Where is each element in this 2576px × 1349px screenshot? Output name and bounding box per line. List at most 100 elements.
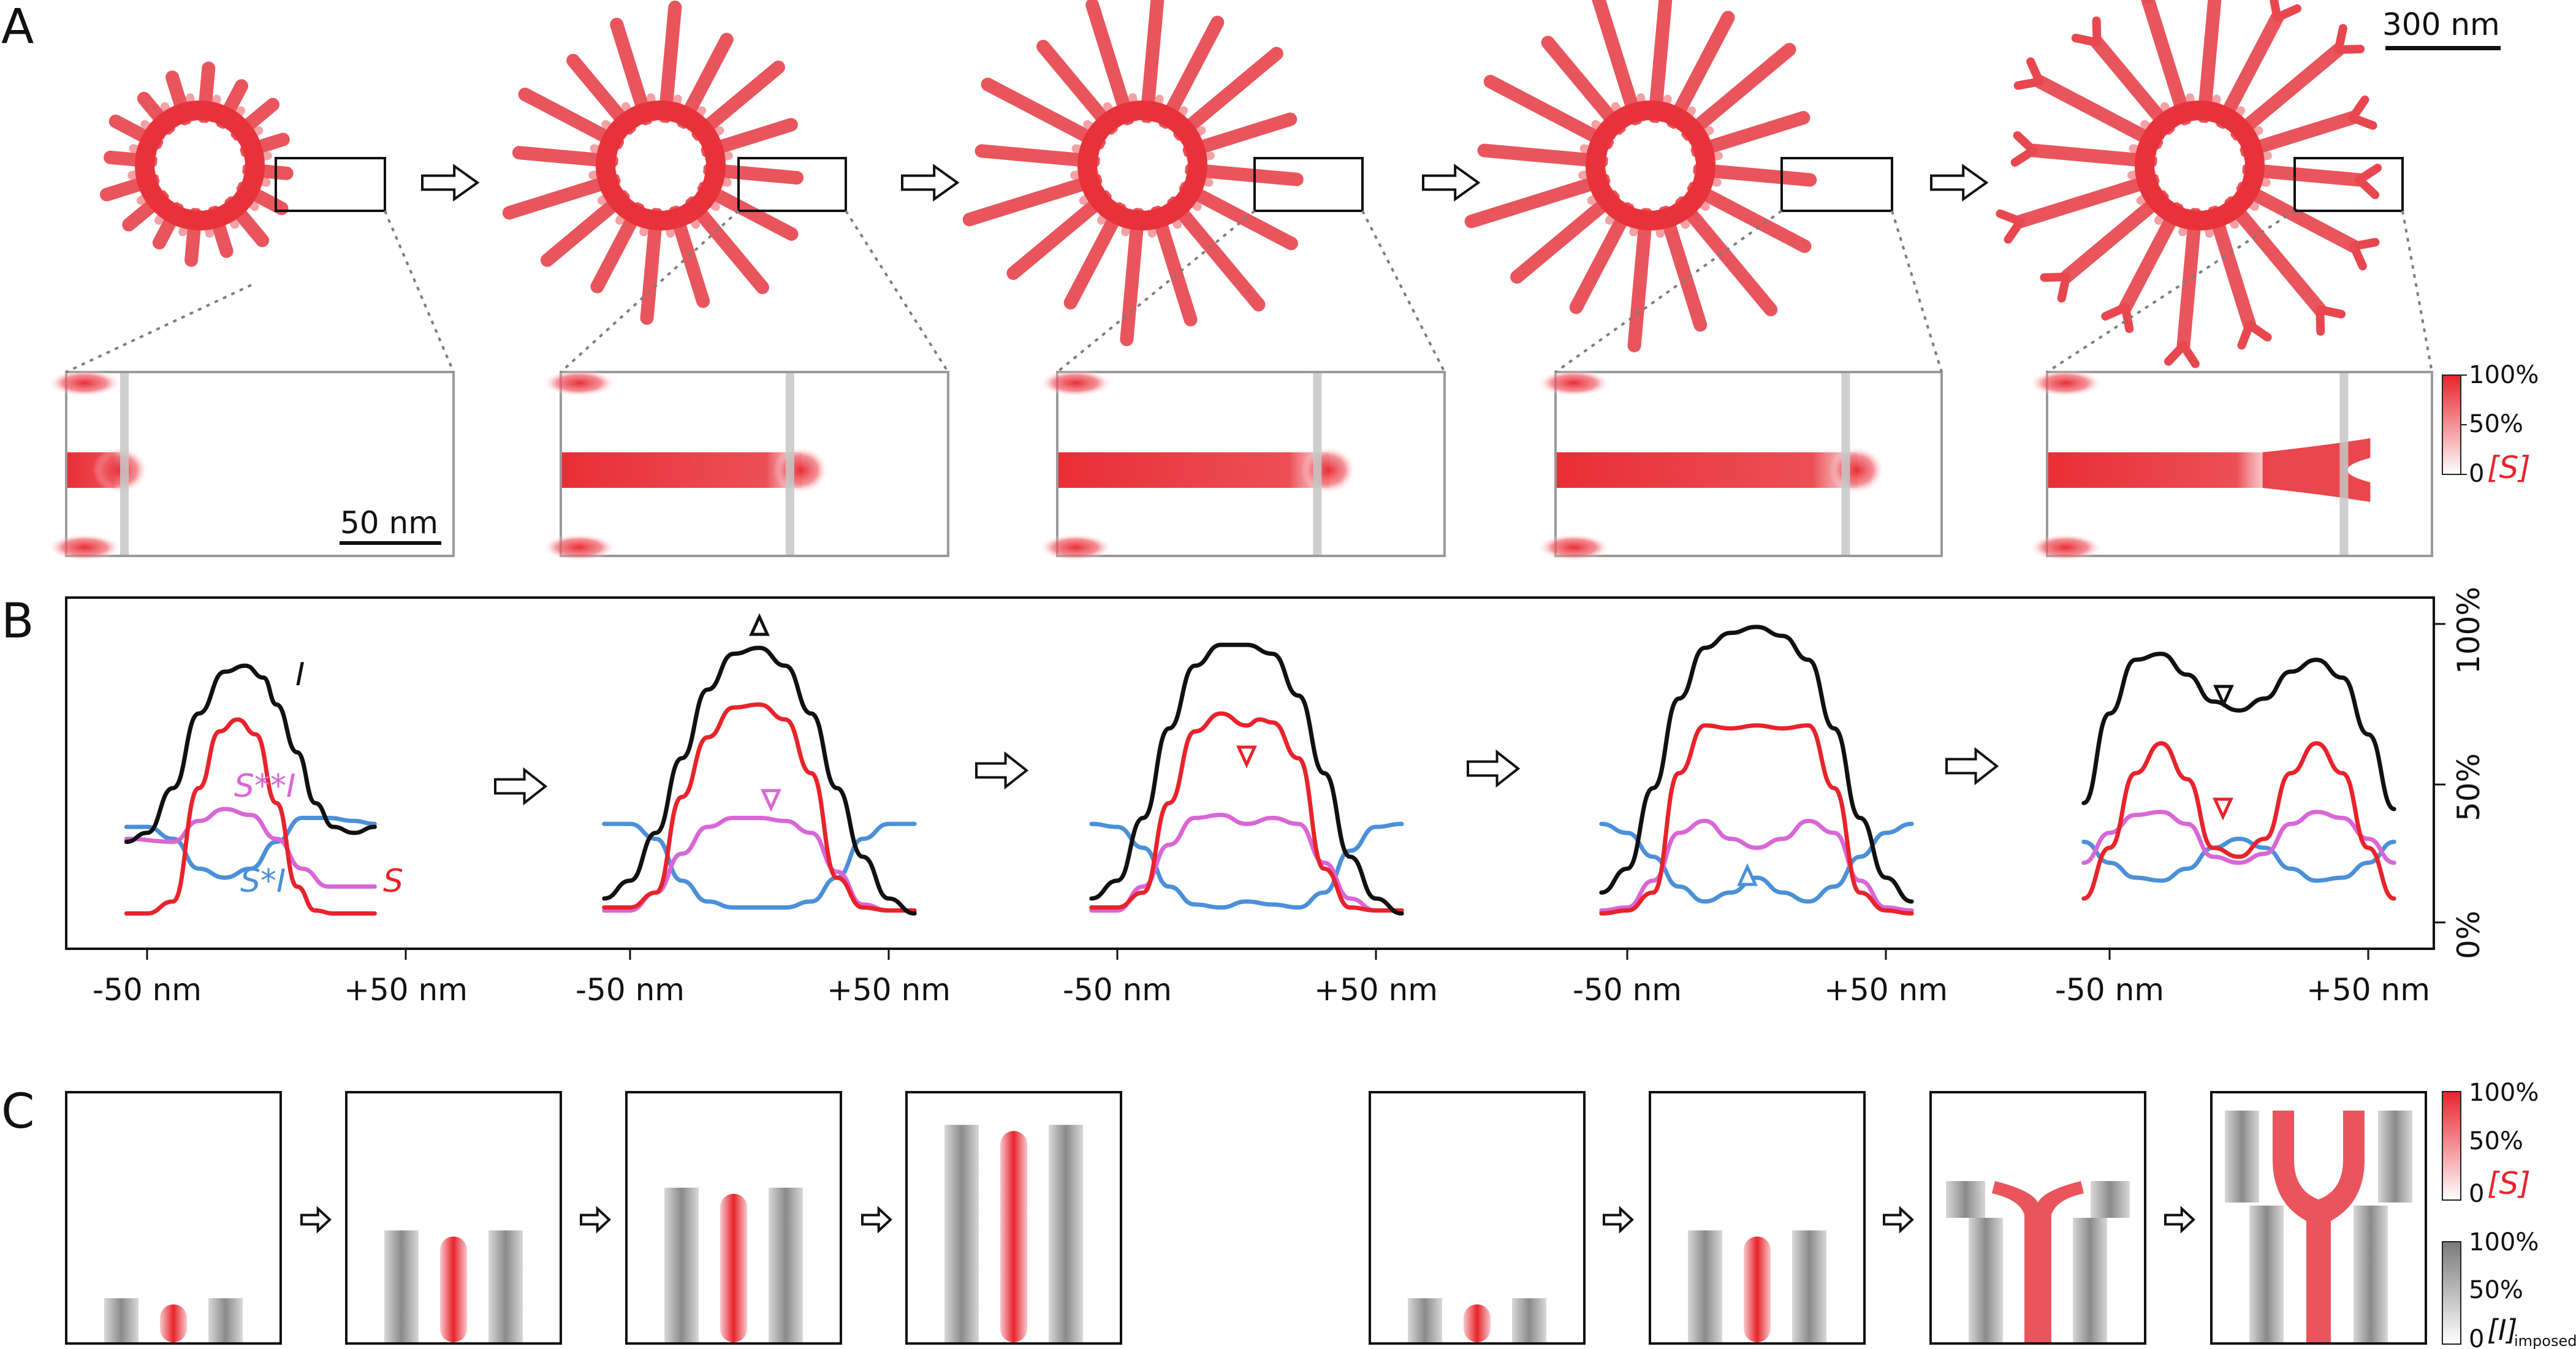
flower-3 — [962, 0, 1364, 346]
series-line-i — [1089, 642, 1404, 916]
flower-branch — [540, 190, 630, 267]
flower-branch — [1140, 0, 1165, 124]
zoom-branch-tip — [1301, 446, 1356, 494]
panel-b-plots: -50 nm +50 nm -50 nm +50 nm -50 nm +50 nm -50 … — [93, 613, 2430, 1008]
flower-branch — [691, 60, 785, 141]
zoom-selection-box — [1780, 157, 1893, 212]
flower-branch — [1063, 202, 1127, 310]
stage-arrow — [1422, 164, 1481, 202]
flower-branch — [2032, 75, 2164, 150]
flower-2 — [502, 1, 847, 325]
series-line-i — [602, 645, 917, 916]
inhibitor-bar — [104, 1298, 139, 1342]
flower-branch — [1510, 190, 1620, 284]
substrate-bar — [1000, 1131, 1027, 1342]
zoom-corner-blob — [1039, 534, 1112, 561]
flower-fork — [2316, 305, 2346, 319]
flower-branch — [1690, 111, 1810, 158]
zoom-marker-line — [120, 373, 129, 555]
flower-branch — [975, 144, 1101, 168]
substrate-bar — [440, 1236, 467, 1342]
flower-branch — [1464, 173, 1611, 229]
zoom-marker-line — [2339, 373, 2349, 555]
flower-branch — [2013, 173, 2160, 229]
zoom-connector — [2046, 210, 2296, 373]
flower-branch — [1592, 0, 1643, 126]
stage-arrow — [1603, 1206, 1634, 1234]
flower-branch — [502, 173, 621, 220]
flower-branch — [1541, 36, 1626, 135]
flower-branch — [1184, 163, 1304, 186]
zoom-box-1 — [48, 370, 455, 561]
curve-label-ssi: S**I — [234, 768, 295, 805]
zoom-selection-box — [737, 157, 847, 212]
inhibitor-bar — [1969, 1218, 2003, 1342]
flower-center — [157, 123, 243, 208]
inhibitor-bar — [1512, 1298, 1546, 1342]
zoom-selection-box — [1253, 157, 1364, 212]
inhibitor-bar — [1792, 1230, 1826, 1342]
x-tick-label: -50 nm — [576, 972, 685, 1008]
series-line-i — [124, 663, 377, 845]
colorbar-s2-tick-100: 100% — [2469, 1079, 2539, 1107]
colorbar-s-top: 100% 50% 0 [S] — [2442, 361, 2539, 488]
stage-arrow — [901, 164, 960, 202]
zoom-corner-blob — [2029, 534, 2102, 561]
flower-branch — [2236, 181, 2361, 253]
flower-fork — [2057, 272, 2071, 303]
flower-branch — [518, 87, 625, 150]
inhibitor-bar — [2378, 1111, 2412, 1203]
flower-branch — [1648, 0, 1673, 124]
inhibitor-bar — [2225, 1111, 2259, 1203]
triangle-marker — [1737, 863, 1758, 886]
stage-arrow — [421, 164, 480, 202]
inhibitor-bar — [769, 1187, 803, 1342]
curve-label-s: S — [383, 863, 403, 900]
triangle-marker — [761, 789, 781, 812]
flower-branch — [1120, 207, 1145, 346]
zoom-corner-blob — [48, 534, 121, 561]
stage-arrow — [861, 1206, 892, 1234]
zoom-branch — [2048, 452, 2270, 488]
inhibitor-bar — [2073, 1218, 2107, 1342]
panel-c-box-7 — [1929, 1091, 2146, 1345]
zoom-corner-blob — [1039, 370, 1112, 397]
series-line-si2 — [1089, 813, 1404, 913]
flower-ring — [1586, 101, 1715, 230]
panel-letter-c: C — [1, 1084, 34, 1139]
flower-branch — [2230, 42, 2346, 141]
scalebar-50nm: 50 nm — [340, 505, 441, 545]
flower-branch — [2240, 111, 2360, 158]
series-line-i — [1599, 625, 1914, 904]
substrate-bar — [160, 1304, 187, 1342]
zoom-connector — [1554, 210, 1783, 373]
colorbar-i-tick-0: 0 — [2469, 1325, 2484, 1349]
flower-fork — [2121, 303, 2134, 333]
panel-c-frame — [1369, 1091, 1586, 1345]
inhibitor-bar — [1946, 1181, 1985, 1218]
flower-center — [2157, 123, 2243, 208]
inhibitor-bar — [664, 1187, 699, 1342]
triangle-marker — [1236, 745, 1257, 769]
substrate-fork — [1992, 1181, 2084, 1342]
line-plot-3: -50 nm +50 nm — [1063, 642, 1438, 1008]
stage-arrow — [2164, 1206, 2195, 1234]
zoom-branch — [1058, 452, 1330, 488]
panel-c-box-8 — [2210, 1091, 2427, 1345]
zoom-corner-blob — [1537, 534, 1611, 561]
panel-b-frame — [65, 596, 2435, 950]
flower-ring — [1077, 101, 1207, 230]
colorbar-i-tick-100: 100% — [2469, 1228, 2539, 1256]
flower-branch — [685, 196, 769, 294]
zoom-row — [48, 210, 2433, 561]
x-tick-label: +50 nm — [2306, 972, 2430, 1008]
flower-ring — [2135, 101, 2265, 230]
flower-branch — [1085, 0, 1135, 126]
stage-arrow — [580, 1206, 611, 1234]
panel-letter-a: A — [1, 0, 34, 55]
flower-branch — [2176, 207, 2202, 352]
colorbar-s-tick-100: 100% — [2469, 361, 2539, 389]
line-plot-1: -50 nm +50 nm — [93, 663, 468, 1008]
scalebar-50nm-bar — [340, 541, 441, 545]
